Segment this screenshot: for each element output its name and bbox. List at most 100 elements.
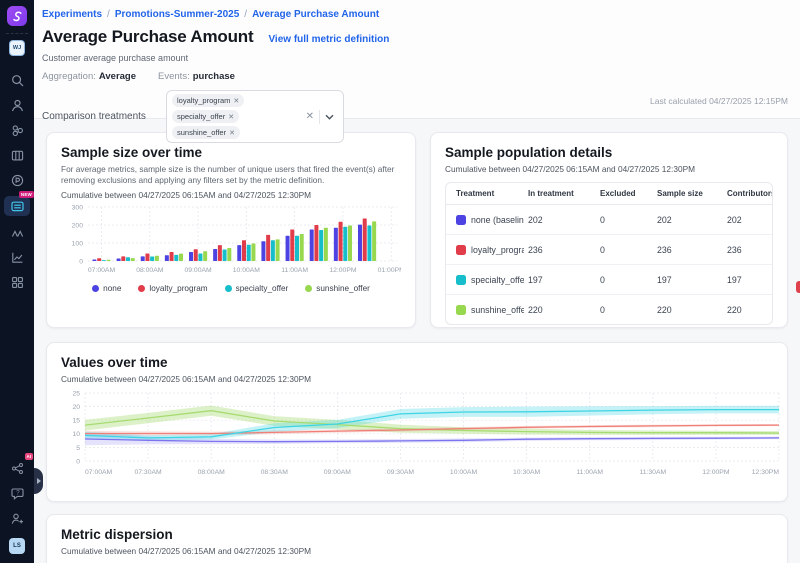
svg-text:11:30AM: 11:30AM <box>639 469 666 476</box>
sidebar-item-metrics-active[interactable]: NEW <box>4 191 34 216</box>
svg-text:01:00PM: 01:00PM <box>378 267 401 274</box>
table-row: specialty_offer 197 0 197 197 <box>446 265 772 295</box>
breadcrumb: Experiments / Promotions-Summer-2025 / A… <box>42 9 380 20</box>
values-over-time-card: Values over time Cumulative between 04/2… <box>46 342 788 502</box>
svg-text:08:30AM: 08:30AM <box>261 469 289 476</box>
workspace-badge[interactable]: WJ <box>9 40 25 56</box>
chip-loyalty-program[interactable]: loyalty_program ✕ <box>172 94 245 107</box>
breadcrumb-metric-name[interactable]: Average Purchase Amount <box>252 9 380 20</box>
segments-icon[interactable] <box>5 118 29 142</box>
table-row: none (baseline) 202 0 202 202 <box>446 205 772 235</box>
svg-text:09:30AM: 09:30AM <box>387 469 415 476</box>
treatment-color-swatch <box>456 274 466 285</box>
page-title: Average Purchase Amount <box>42 27 254 46</box>
svg-text:09:00AM: 09:00AM <box>324 469 352 476</box>
svg-text:20: 20 <box>72 404 80 411</box>
clear-all-icon[interactable]: ✕ <box>305 111 314 122</box>
main-content: Experiments / Promotions-Summer-2025 / A… <box>34 0 800 563</box>
events-value: purchase <box>192 71 235 82</box>
sample-size-title: Sample size over time <box>61 145 203 160</box>
user-avatar[interactable]: LS <box>9 538 25 554</box>
legend-item: none <box>92 284 121 293</box>
svg-text:300: 300 <box>72 205 84 212</box>
svg-text:200: 200 <box>72 223 84 230</box>
aggregation-value: Average <box>98 71 137 82</box>
events-label: Events: <box>158 71 190 82</box>
legend-item: specialty_offer <box>224 284 288 293</box>
ai-assist-icon[interactable]: AI <box>5 453 33 480</box>
sidebar-expand-handle[interactable] <box>34 468 43 494</box>
svg-text:08:00AM: 08:00AM <box>136 267 164 274</box>
svg-text:0: 0 <box>79 259 83 266</box>
search-icon[interactable] <box>5 68 29 92</box>
legend-dot <box>224 285 232 293</box>
chevron-down-icon[interactable] <box>320 114 339 120</box>
svg-text:10:30AM: 10:30AM <box>513 469 541 476</box>
help-chat-icon[interactable]: ? <box>5 481 29 505</box>
values-cumulative: Cumulative between 04/27/2025 06:15AM an… <box>61 374 312 384</box>
svg-text:10:00AM: 10:00AM <box>450 469 478 476</box>
svg-text:07:00AM: 07:00AM <box>88 267 116 274</box>
bar-chart-legend: none loyalty_program specialty_offer sunshi… <box>61 284 401 293</box>
population-title: Sample population details <box>445 145 613 160</box>
view-metric-definition-link[interactable]: View full metric definition <box>268 34 390 45</box>
svg-text:12:00PM: 12:00PM <box>702 469 730 476</box>
table-header-row: Treatment In treatment Excluded Sample s… <box>446 183 772 205</box>
last-calculated-text: Last calculated 04/27/2025 12:15PM <box>650 96 788 106</box>
new-badge: NEW <box>18 191 34 198</box>
columns-icon[interactable] <box>5 143 29 167</box>
svg-text:12:30PM: 12:30PM <box>752 469 780 476</box>
svg-text:0: 0 <box>76 458 80 465</box>
population-details-card: Sample population details Cumulative bet… <box>430 132 788 328</box>
svg-text:07:30AM: 07:30AM <box>134 469 162 476</box>
ai-badge: AI <box>24 453 33 460</box>
comparison-row: Comparison treatments loyalty_program ✕ s… <box>42 90 788 143</box>
legend-dot <box>92 285 100 293</box>
sample-size-description: For average metrics, sample size is the … <box>61 164 395 186</box>
svg-text:10:00AM: 10:00AM <box>233 267 261 274</box>
page-header: Experiments / Promotions-Summer-2025 / A… <box>34 0 800 143</box>
analytics-chart-icon[interactable] <box>5 245 29 269</box>
svg-text:12:00PM: 12:00PM <box>329 267 357 274</box>
sample-size-card: Sample size over time For average metric… <box>46 132 416 328</box>
select-divider <box>319 109 320 124</box>
chip-specialty-offer[interactable]: specialty_offer ✕ <box>172 110 240 123</box>
legend-dot <box>138 285 146 293</box>
legend-dot <box>305 285 313 293</box>
svg-text:11:00AM: 11:00AM <box>576 469 603 476</box>
svg-text:11:00AM: 11:00AM <box>281 267 308 274</box>
svg-text:10: 10 <box>72 431 80 438</box>
svg-text:?: ? <box>16 490 20 496</box>
sidebar-divider <box>6 33 28 34</box>
dashboards-icon[interactable] <box>5 270 29 294</box>
treatment-chips: loyalty_program ✕ specialty_offer ✕ sunshi… <box>172 94 305 139</box>
sample-size-cumulative: Cumulative between 04/27/2025 06:15AM an… <box>61 190 312 201</box>
svg-text:5: 5 <box>76 445 80 452</box>
chip-remove-icon[interactable]: ✕ <box>233 97 240 105</box>
compare-icon[interactable] <box>5 220 29 244</box>
chip-remove-icon[interactable]: ✕ <box>228 113 235 121</box>
floating-widget-sliver[interactable] <box>796 281 800 293</box>
pulse-icon[interactable] <box>5 168 29 192</box>
population-table: Treatment In treatment Excluded Sample s… <box>445 182 773 325</box>
table-row: loyalty_program 236 0 236 236 <box>446 235 772 265</box>
chip-sunshine-offer[interactable]: sunshine_offer ✕ <box>172 126 240 139</box>
svg-text:08:00AM: 08:00AM <box>198 469 226 476</box>
metrics-panel: Sample size over time For average metric… <box>34 119 800 563</box>
breadcrumb-experiments[interactable]: Experiments <box>42 9 103 20</box>
aggregation-label: Aggregation: <box>42 71 96 82</box>
profile-icon[interactable] <box>5 93 29 117</box>
invite-user-icon[interactable] <box>5 506 29 530</box>
svg-text:100: 100 <box>72 241 84 248</box>
chip-remove-icon[interactable]: ✕ <box>229 129 235 137</box>
legend-item: sunshine_offer <box>305 284 370 293</box>
breadcrumb-experiment-name[interactable]: Promotions-Summer-2025 <box>114 9 240 20</box>
dispersion-title: Metric dispersion <box>61 527 173 542</box>
statsig-logo-icon[interactable] <box>7 6 27 26</box>
sidebar: WJ NEW AI <box>0 0 34 563</box>
svg-text:15: 15 <box>72 418 80 425</box>
svg-text:09:00AM: 09:00AM <box>184 267 212 274</box>
sample-size-bar-chart: 07:00AM 08:00AM 09:00AM 10:00AM 11:00AM 12:00… <box>72 205 401 275</box>
comparison-treatments-select[interactable]: loyalty_program ✕ specialty_offer ✕ sunshi… <box>166 90 344 143</box>
